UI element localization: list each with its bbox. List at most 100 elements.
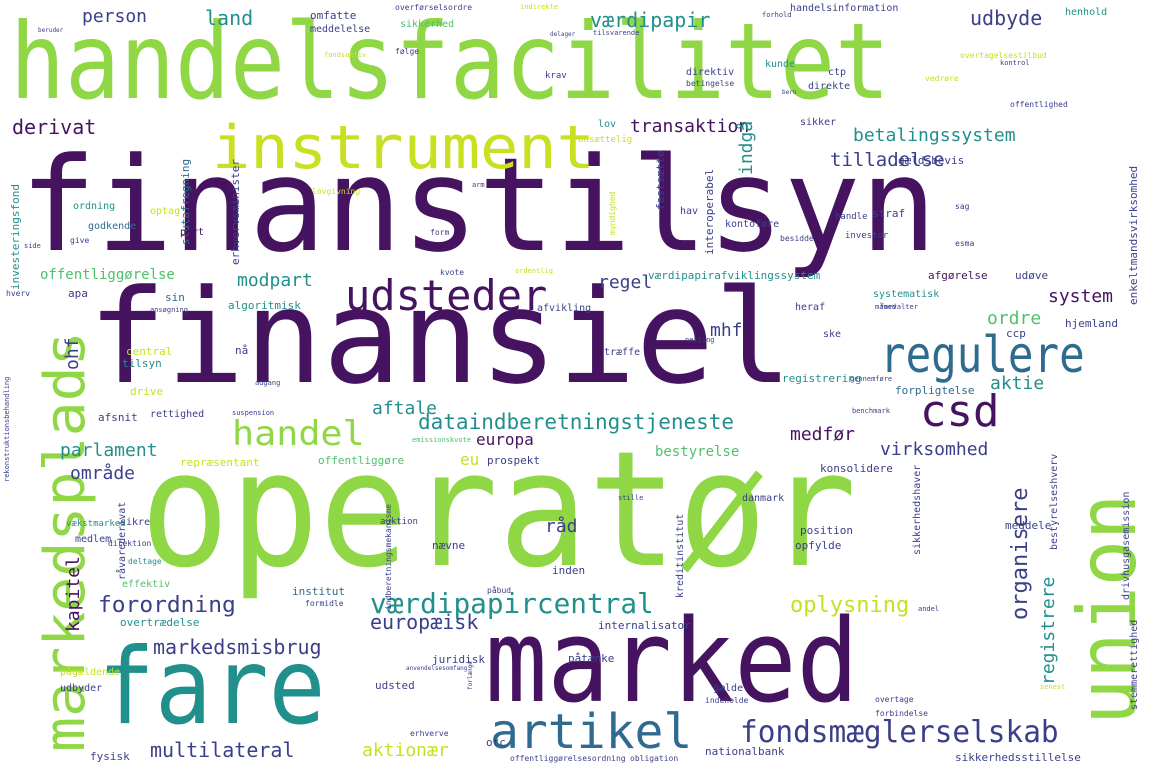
word: anvendelsesomfang (406, 665, 468, 672)
word: område (70, 463, 136, 484)
word: rekonstruktionsbehandling (3, 376, 11, 482)
word: udbyder (60, 683, 103, 694)
word: medfør (790, 424, 856, 445)
word: betalingssystem (853, 125, 1016, 146)
word: arm (472, 181, 485, 189)
word: gennemføre (850, 375, 893, 383)
word: vækstmarked (66, 519, 126, 529)
word: bestyrelse (655, 444, 740, 460)
word: senest (1040, 683, 1066, 691)
word: organisere (1008, 487, 1033, 620)
word: godkende (88, 221, 137, 232)
word: henhold (1065, 7, 1108, 18)
word: andel (918, 605, 940, 613)
word: tilladelse (830, 149, 945, 171)
word: erhvervsminister (229, 159, 242, 265)
word: mhf (710, 320, 743, 341)
word: marked (485, 595, 859, 729)
word: kreditinstitut (675, 513, 686, 598)
word: påtænke (568, 652, 615, 665)
word: sin (165, 291, 185, 304)
word: betingelse (686, 79, 735, 88)
word: multilateral (150, 738, 295, 762)
word: esma (955, 239, 975, 248)
word: regel (598, 272, 653, 293)
word: deltage (128, 557, 162, 566)
word: aktionær (362, 740, 449, 761)
word: fysisk (90, 750, 130, 763)
word: gældsbevis (898, 154, 965, 167)
word: udbyde (970, 6, 1043, 30)
word: netting (685, 336, 715, 344)
word: prospekt (487, 454, 540, 467)
word: medlem (75, 534, 112, 545)
word: form (430, 228, 450, 237)
word: give (70, 236, 90, 245)
word: fondsaktiv (324, 51, 367, 59)
word: effektiv (122, 579, 171, 590)
word: virksomhed (880, 439, 989, 460)
word: juridisk (432, 653, 485, 666)
word: algoritmisk (228, 299, 301, 312)
word: forlænge (467, 661, 474, 690)
word: offentliggøre (318, 454, 405, 467)
word: offentlighed (1010, 100, 1068, 109)
word: sikkerhedsstillelse (955, 751, 1081, 764)
word: sikkerhed (400, 19, 455, 30)
word: overtrædelse (120, 616, 200, 629)
word: registrering (782, 372, 862, 385)
word: ansøgning (150, 306, 188, 314)
word: derivat (12, 115, 97, 139)
word: land (205, 6, 254, 30)
word: investeringsfond (9, 184, 22, 290)
word: gælde (713, 683, 744, 694)
word: fastsætte (654, 150, 667, 210)
word: følge (395, 47, 420, 56)
word: parlament (60, 440, 158, 461)
word: onsættelig (578, 135, 633, 145)
word: indgå (736, 120, 757, 175)
word: side (24, 242, 41, 250)
word: hav (680, 206, 699, 217)
word: sikre (120, 517, 151, 528)
word: adgang (255, 379, 281, 387)
word: delager (550, 31, 576, 38)
word: besidde (780, 234, 814, 243)
word: institut (292, 585, 345, 598)
word: bero (782, 89, 797, 96)
word: råd (545, 516, 578, 537)
word: ordentlig (515, 267, 553, 275)
word: indirekte (520, 3, 558, 11)
word: konsolidere (820, 462, 893, 475)
word: direktion (108, 539, 152, 548)
word: lov (598, 119, 617, 130)
word: finansiel (88, 261, 793, 413)
word: offentliggørelsesordning (510, 754, 626, 763)
word: hverv (6, 289, 31, 298)
word: afgørelse (928, 269, 988, 282)
word: indeholde (705, 696, 749, 705)
word: markedsmisbrug (153, 635, 322, 659)
word: påbud (487, 586, 512, 595)
word: otc (486, 736, 506, 749)
word: system (1048, 286, 1114, 307)
word: interoperabel (703, 168, 716, 255)
word: værdipapirafviklingssystem (648, 269, 821, 282)
word: straf (872, 207, 906, 220)
word: repræsentant (180, 456, 260, 469)
word: ohf (62, 337, 83, 370)
word: nationalbank (705, 745, 785, 758)
word: benchmark (852, 407, 890, 415)
word: finanstilsyn (20, 129, 937, 281)
word: handelsfacilitet (10, 1, 890, 123)
word: afsnit (98, 411, 138, 424)
word: nå (235, 344, 249, 357)
word: fondsmæglerselskab (740, 715, 1059, 750)
word: overtage (875, 695, 914, 704)
word: overførselsordre (395, 3, 473, 12)
word: instrument (212, 113, 595, 183)
word: krav (545, 71, 567, 81)
word: optag (150, 206, 181, 217)
word: ccp (1006, 327, 1026, 340)
word: artikel (490, 704, 693, 760)
